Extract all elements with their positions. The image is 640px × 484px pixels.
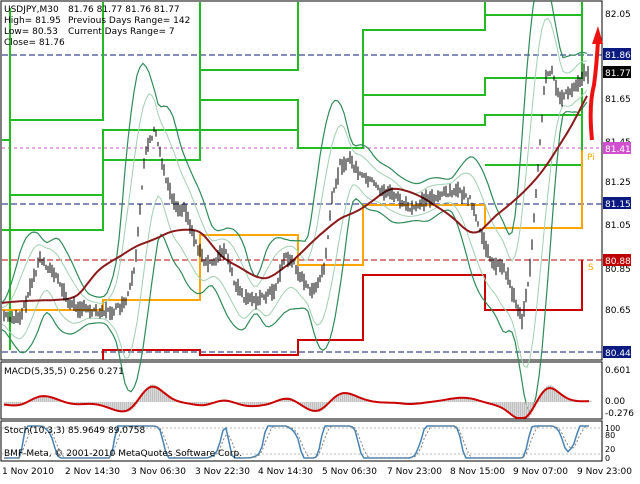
price-tag: 80.44: [605, 349, 631, 359]
macd-bar: [522, 402, 524, 418]
time-tick: 3 Nov 06:30: [131, 467, 186, 477]
macd-bar: [502, 402, 504, 407]
macd-bar: [524, 402, 526, 418]
time-tick: 1 Nov 2010: [2, 467, 54, 477]
price-tick: 81.65: [605, 95, 631, 105]
price-tick: 81.25: [605, 178, 631, 188]
price-tick: 80.65: [605, 306, 631, 316]
prev-range-label: Previous Days Range= 142: [68, 16, 190, 26]
time-tick: 8 Nov 15:00: [450, 467, 505, 477]
macd-label: MACD(5,35,5) 0.256 0.271: [4, 367, 124, 377]
time-tick: 7 Nov 23:00: [387, 467, 442, 477]
low-label: Low= 80.53: [4, 27, 58, 37]
time-tick: 9 Nov 23:00: [577, 467, 632, 477]
macd-bar: [508, 402, 510, 411]
ohlc-label: 81.76 81.77 81.76 81.77: [68, 5, 180, 15]
time-tick: 5 Nov 06:30: [322, 467, 377, 477]
stoch-label: Stoch(10,3,3) 85.9649 89.0758: [4, 426, 145, 436]
copyright-label: BMF-Meta, © 2001-2010 MetaQuotes Softwar…: [4, 449, 242, 459]
price-tag: 80.88: [605, 257, 631, 267]
macd-bar: [590, 401, 592, 402]
macd-bar: [506, 402, 508, 410]
close-label: Close= 81.76: [4, 38, 65, 48]
macd-tick: 0.601: [605, 366, 631, 376]
price-tag: 81.15: [605, 200, 631, 210]
macd-bar: [504, 402, 506, 408]
price-tick: 82.05: [605, 10, 631, 20]
macd-bar: [512, 402, 514, 415]
macd-bar: [518, 402, 520, 418]
time-tick: 3 Nov 22:30: [195, 467, 250, 477]
price-tag: 81.86: [605, 51, 631, 61]
macd-tick: 0.00: [605, 397, 625, 407]
macd-bar: [510, 402, 512, 413]
macd-bar: [112, 402, 114, 409]
price-tag: 81.41: [605, 145, 631, 155]
macd-tick: -0.276: [605, 409, 634, 419]
time-tick: 2 Nov 14:30: [65, 467, 120, 477]
price-tag: 81.77: [605, 69, 631, 79]
macd-bar: [116, 402, 118, 411]
symbol-label: USDJPY,M30: [4, 5, 59, 15]
pivot-label: Pi: [587, 153, 595, 163]
macd-bar: [500, 402, 502, 406]
price-tick: 81.05: [605, 221, 631, 231]
macd-bar: [114, 402, 116, 410]
macd-bar: [516, 402, 518, 418]
support-label: S: [588, 263, 594, 273]
stoch-tick: 0: [605, 454, 610, 463]
stoch-tick: 20: [605, 445, 615, 454]
macd-bar: [498, 402, 500, 406]
stoch-tick: 80: [605, 431, 615, 440]
high-label: High= 81.95: [4, 16, 61, 26]
time-tick: 4 Nov 14:30: [258, 467, 313, 477]
macd-bar: [520, 402, 522, 418]
macd-bar: [514, 402, 516, 417]
time-tick: 9 Nov 07:00: [513, 467, 568, 477]
curr-range-label: Current Days Range= 7: [68, 27, 175, 37]
